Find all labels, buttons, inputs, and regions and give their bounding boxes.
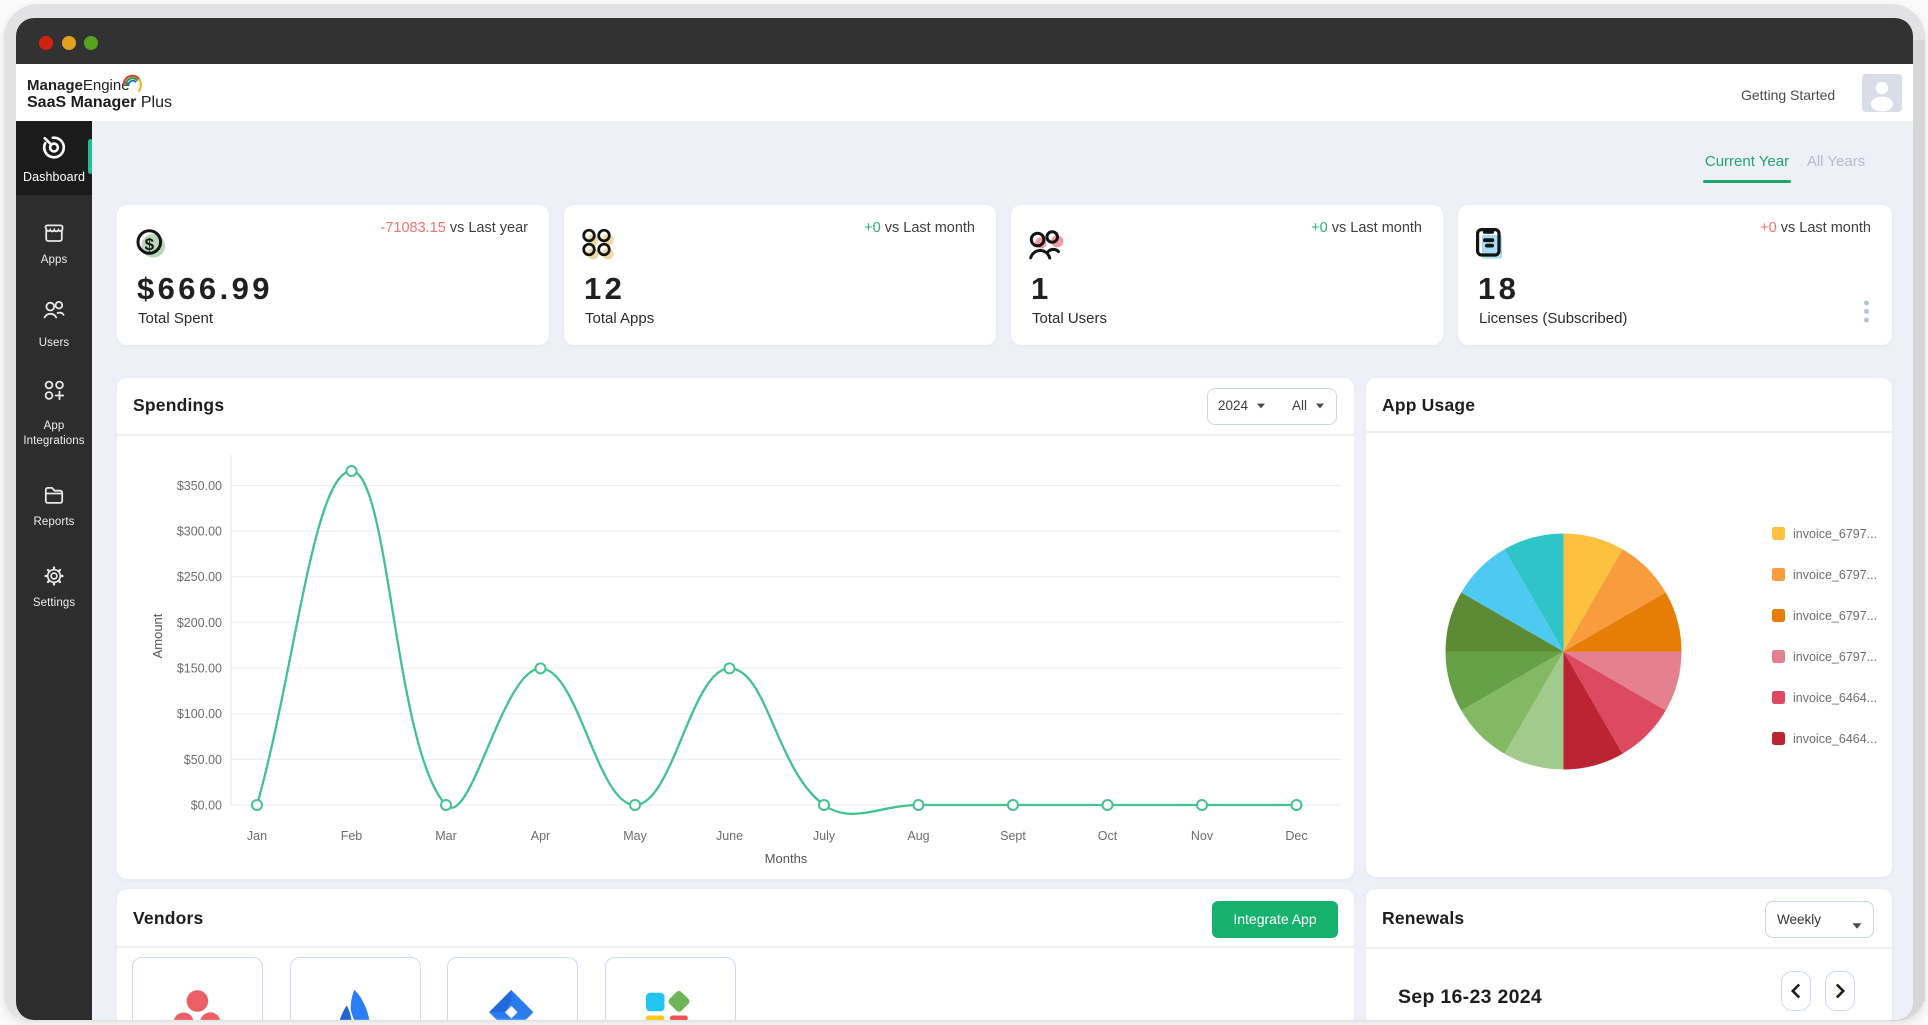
svg-text:Aug: Aug (907, 829, 929, 843)
svg-text:$100.00: $100.00 (177, 707, 222, 721)
svg-text:Months: Months (765, 851, 808, 866)
svg-text:$150.00: $150.00 (177, 662, 222, 676)
svg-text:Sept: Sept (1000, 829, 1026, 843)
svg-text:$: $ (145, 235, 155, 254)
svg-text:Apr: Apr (531, 829, 550, 843)
svg-text:$0.00: $0.00 (191, 799, 222, 813)
svg-text:Feb: Feb (341, 829, 363, 843)
svg-text:$200.00: $200.00 (177, 616, 222, 630)
svg-text:July: July (813, 829, 836, 843)
svg-text:June: June (716, 829, 743, 843)
svg-text:Oct: Oct (1098, 829, 1118, 843)
svg-text:$50.00: $50.00 (184, 753, 222, 767)
svg-text:$250.00: $250.00 (177, 570, 222, 584)
svg-text:Dec: Dec (1285, 829, 1307, 843)
svg-text:$300.00: $300.00 (177, 525, 222, 539)
svg-text:Nov: Nov (1191, 829, 1214, 843)
svg-text:$350.00: $350.00 (177, 479, 222, 493)
svg-text:Amount: Amount (150, 613, 165, 658)
svg-text:Jan: Jan (247, 829, 267, 843)
svg-text:Mar: Mar (435, 829, 457, 843)
svg-text:May: May (623, 829, 647, 843)
